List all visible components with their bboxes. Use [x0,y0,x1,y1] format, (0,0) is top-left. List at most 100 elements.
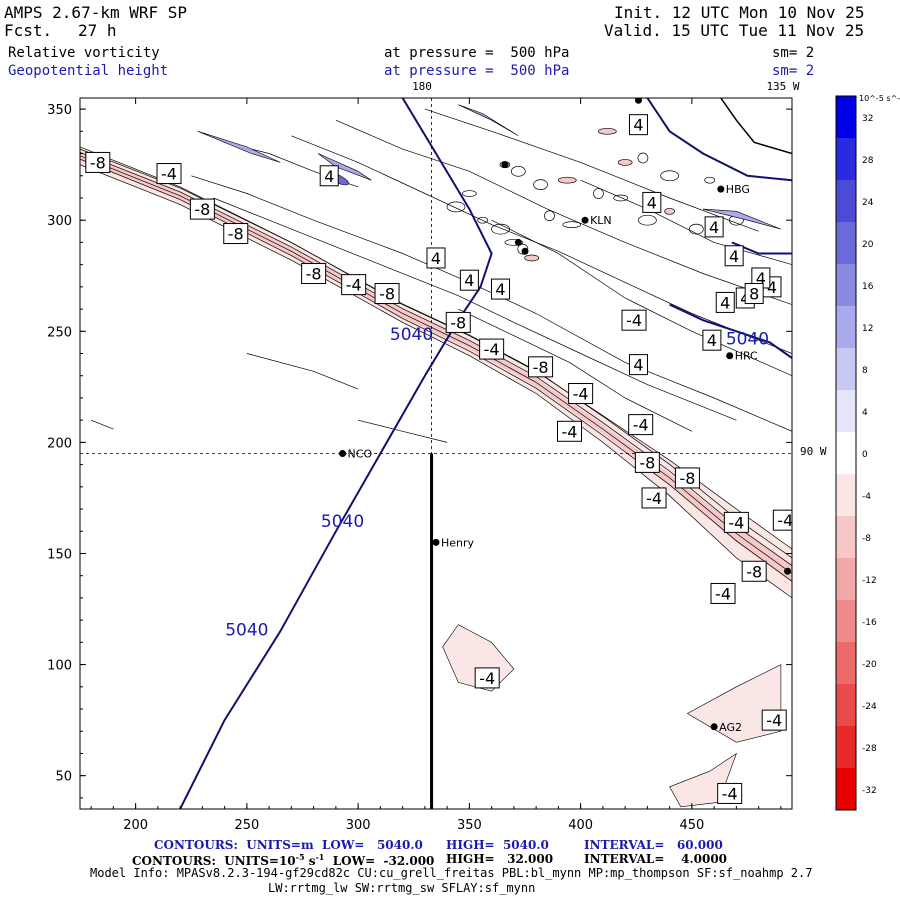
vort-label-box [772,509,792,531]
colorbar-tick-label: -8 [862,534,871,544]
footer-vort-high: HIGH= 32.000 [446,852,554,866]
field1-smoothing: sm= 2 [772,45,815,61]
vort-cell [491,223,510,235]
vort-cell [562,221,582,228]
station-label: HRC [735,350,758,363]
y-tick-label: 350 [47,103,72,118]
vort-cell [638,214,657,226]
footer-height-high: HIGH= 5040.0 [446,838,549,852]
vort-streak-contour [213,197,737,421]
vort-streak-contour [335,119,792,305]
station-marker [581,216,589,224]
vort-label-box [717,782,743,804]
colorbar-swatch [836,684,856,727]
vort-streak-contour [491,219,792,377]
station-label: HBG [726,183,750,196]
footer-height-interval: INTERVAL= 60.000 [584,838,723,852]
colorbar-swatch [836,558,856,601]
vort-label-box [628,354,648,376]
height-label: 5040 [390,325,433,345]
vort-label: -8 [741,560,767,582]
point-marker [784,567,792,575]
vort-label: -8 [674,467,700,489]
colorbar-swatch [836,474,856,517]
vort-label-box [634,451,660,473]
vort-label: -4 [717,782,743,804]
colorbar-unit: 10^-5 s^-1 [859,94,900,103]
vort-label: -4 [621,309,647,331]
vort-label-text: -4 [562,422,578,441]
x-tick-label: 250 [234,818,259,833]
vort-label: -4 [772,509,792,531]
vort-label-text: 4 [633,356,643,375]
station-marker [717,185,725,193]
point-marker [634,98,642,104]
y-tick-label: 300 [47,214,72,229]
vort-label-box [621,309,647,331]
footer-height-units: CONTOURS: UNITS=m LOW= 5040.0 [154,838,423,852]
vort-label-text: 4 [707,331,717,350]
vort-label-text: -4 [728,513,744,532]
vort-cell [597,127,617,135]
model-info: Model Info: MPASv8.2.3-194-gf29cd82c CU:… [90,866,813,880]
colorbar-tick-label: 20 [862,240,874,250]
vort-label: 4 [628,354,648,376]
vort-label-box [557,420,582,442]
vort-label-text: -8 [679,469,695,488]
vort-label: -4 [474,667,500,689]
vort-label: -8 [301,263,327,285]
vort-label: 4 [715,291,735,313]
vort-label-text: -4 [715,584,731,603]
vort-label-box [341,274,367,296]
vort-cell [504,239,524,246]
colorbar-tick-label: -20 [862,660,877,670]
vort-label-text: -8 [450,313,466,332]
vort-streak-contour [291,135,792,354]
vort-label-text: 4 [495,280,505,299]
y-tick-label: 200 [47,436,72,451]
right-lon-label-90w: 90 W [800,445,827,458]
vort-streak-contour [246,353,359,390]
x-tick-label: 400 [568,818,593,833]
vort-label-box [674,467,700,489]
colorbar-swatch [836,390,856,433]
vort-label-text: -4 [479,669,495,688]
colorbar-tick-label: -28 [862,744,877,754]
station-marker [339,450,347,457]
vort-label-text: 4 [729,247,739,266]
colorbar-swatch [836,264,856,307]
vort-cell [462,190,477,197]
vort-patch [686,664,782,743]
vort-cell [524,254,540,262]
vort-label-box [459,269,479,291]
colorbar-swatch [836,222,856,265]
vort-label-text: 4 [720,293,730,312]
point-marker [521,247,529,255]
vort-positive-patch [197,131,281,163]
vort-label-text: -4 [161,165,177,184]
vort-label: -8 [85,151,111,173]
station-marker [726,352,734,360]
forecast-hour: 27 h [78,21,117,40]
vort-label: 4 [491,278,511,300]
field2-smoothing: sm= 2 [772,63,815,79]
station-label: Henry [441,536,475,549]
colorbar-tick-label: -16 [862,618,877,628]
vort-cell [617,159,633,166]
vort-label-box [710,582,736,604]
vort-cell [510,165,526,177]
vort-band-fill-inner [80,151,792,583]
station-label: NCO [348,448,373,461]
colorbar-tick-label: 24 [862,198,874,208]
vort-label: -4 [628,414,654,436]
colorbar-tick-label: 12 [862,324,873,334]
vort-label-text: -4 [722,784,738,803]
vort-label-box [761,709,787,731]
x-tick-label: 450 [679,818,704,833]
colorbar-swatch [836,96,856,139]
station-marker [432,538,440,546]
vort-label-box [374,283,400,305]
height-label: 5040 [225,621,268,641]
y-tick-label: 100 [47,659,72,674]
